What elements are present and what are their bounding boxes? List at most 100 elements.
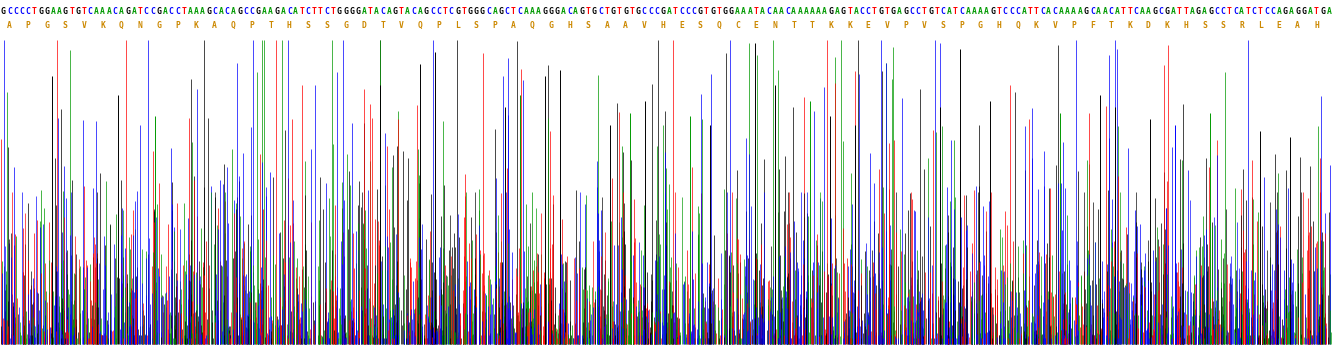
Text: C: C bbox=[686, 7, 690, 16]
Text: C: C bbox=[859, 7, 864, 16]
Text: G: G bbox=[39, 7, 43, 16]
Text: C: C bbox=[766, 7, 771, 16]
Text: A: A bbox=[1239, 7, 1244, 16]
Text: G: G bbox=[698, 7, 703, 16]
Text: C: C bbox=[13, 7, 19, 16]
Text: C: C bbox=[1052, 7, 1058, 16]
Text: T: T bbox=[268, 21, 273, 30]
Text: C: C bbox=[959, 7, 964, 16]
Text: G: G bbox=[456, 7, 460, 16]
Text: L: L bbox=[1257, 21, 1263, 30]
Text: A: A bbox=[293, 7, 298, 16]
Text: T: T bbox=[381, 21, 385, 30]
Text: T: T bbox=[300, 7, 304, 16]
Text: C: C bbox=[7, 7, 12, 16]
Text: G: G bbox=[1208, 7, 1213, 16]
Text: G: G bbox=[356, 7, 361, 16]
Text: C: C bbox=[1159, 7, 1163, 16]
Text: C: C bbox=[169, 7, 173, 16]
Text: K: K bbox=[193, 21, 198, 30]
Text: T: T bbox=[705, 7, 709, 16]
Text: C: C bbox=[691, 7, 697, 16]
Text: A: A bbox=[1189, 7, 1195, 16]
Text: Q: Q bbox=[418, 21, 422, 30]
Text: G: G bbox=[542, 7, 547, 16]
Text: D: D bbox=[1146, 21, 1151, 30]
Text: F: F bbox=[1090, 21, 1095, 30]
Text: G: G bbox=[661, 7, 665, 16]
Text: H: H bbox=[1183, 21, 1188, 30]
Text: C: C bbox=[1264, 7, 1269, 16]
Text: G: G bbox=[623, 7, 627, 16]
Text: A: A bbox=[212, 21, 217, 30]
Text: G: G bbox=[990, 7, 995, 16]
Text: A: A bbox=[386, 7, 392, 16]
Text: C: C bbox=[144, 7, 149, 16]
Text: T: T bbox=[996, 7, 1002, 16]
Text: G: G bbox=[1283, 7, 1288, 16]
Text: A: A bbox=[798, 7, 802, 16]
Text: E: E bbox=[1276, 21, 1281, 30]
Text: G: G bbox=[424, 7, 429, 16]
Text: T: T bbox=[934, 7, 939, 16]
Text: H: H bbox=[1313, 21, 1319, 30]
Text: A: A bbox=[1140, 7, 1144, 16]
Text: A: A bbox=[761, 7, 765, 16]
Text: T: T bbox=[847, 7, 852, 16]
Text: C: C bbox=[598, 7, 603, 16]
Text: Q: Q bbox=[230, 21, 236, 30]
Text: G: G bbox=[156, 7, 161, 16]
Text: T: T bbox=[32, 7, 37, 16]
Text: C: C bbox=[244, 7, 248, 16]
Text: P: P bbox=[903, 21, 908, 30]
Text: A: A bbox=[1059, 7, 1064, 16]
Text: C: C bbox=[505, 7, 510, 16]
Text: G: G bbox=[878, 7, 883, 16]
Text: A: A bbox=[523, 7, 529, 16]
Text: G: G bbox=[63, 7, 68, 16]
Text: C: C bbox=[151, 7, 155, 16]
Text: C: C bbox=[1134, 7, 1139, 16]
Text: A: A bbox=[854, 7, 858, 16]
Text: A: A bbox=[822, 7, 827, 16]
Text: G: G bbox=[729, 7, 734, 16]
Text: C: C bbox=[735, 21, 741, 30]
Text: C: C bbox=[212, 7, 217, 16]
Text: T: T bbox=[1245, 7, 1251, 16]
Text: A: A bbox=[119, 7, 124, 16]
Text: H: H bbox=[567, 21, 571, 30]
Text: A: A bbox=[1047, 7, 1051, 16]
Text: A: A bbox=[418, 7, 422, 16]
Text: T: T bbox=[1257, 7, 1263, 16]
Text: A: A bbox=[1327, 7, 1331, 16]
Text: T: T bbox=[137, 7, 143, 16]
Text: T: T bbox=[1183, 7, 1188, 16]
Text: G: G bbox=[480, 7, 485, 16]
Text: G: G bbox=[474, 7, 478, 16]
Text: C: C bbox=[866, 7, 871, 16]
Text: G: G bbox=[1084, 7, 1088, 16]
Text: G: G bbox=[206, 7, 210, 16]
Text: A: A bbox=[1308, 7, 1312, 16]
Text: C: C bbox=[225, 7, 229, 16]
Text: T: T bbox=[922, 7, 927, 16]
Text: C: C bbox=[1010, 7, 1014, 16]
Text: C: C bbox=[113, 7, 117, 16]
Text: A: A bbox=[132, 7, 136, 16]
Text: G: G bbox=[635, 7, 641, 16]
Text: G: G bbox=[891, 7, 895, 16]
Text: G: G bbox=[44, 7, 49, 16]
Text: G: G bbox=[829, 7, 834, 16]
Text: C: C bbox=[437, 7, 441, 16]
Text: G: G bbox=[44, 21, 49, 30]
Text: P: P bbox=[959, 21, 964, 30]
Text: T: T bbox=[1108, 21, 1114, 30]
Text: A: A bbox=[742, 7, 746, 16]
Text: C: C bbox=[915, 7, 920, 16]
Text: T: T bbox=[884, 7, 890, 16]
Text: A: A bbox=[230, 7, 236, 16]
Text: T: T bbox=[1127, 7, 1132, 16]
Text: G: G bbox=[498, 7, 503, 16]
Text: T: T bbox=[400, 7, 404, 16]
Text: G: G bbox=[840, 7, 846, 16]
